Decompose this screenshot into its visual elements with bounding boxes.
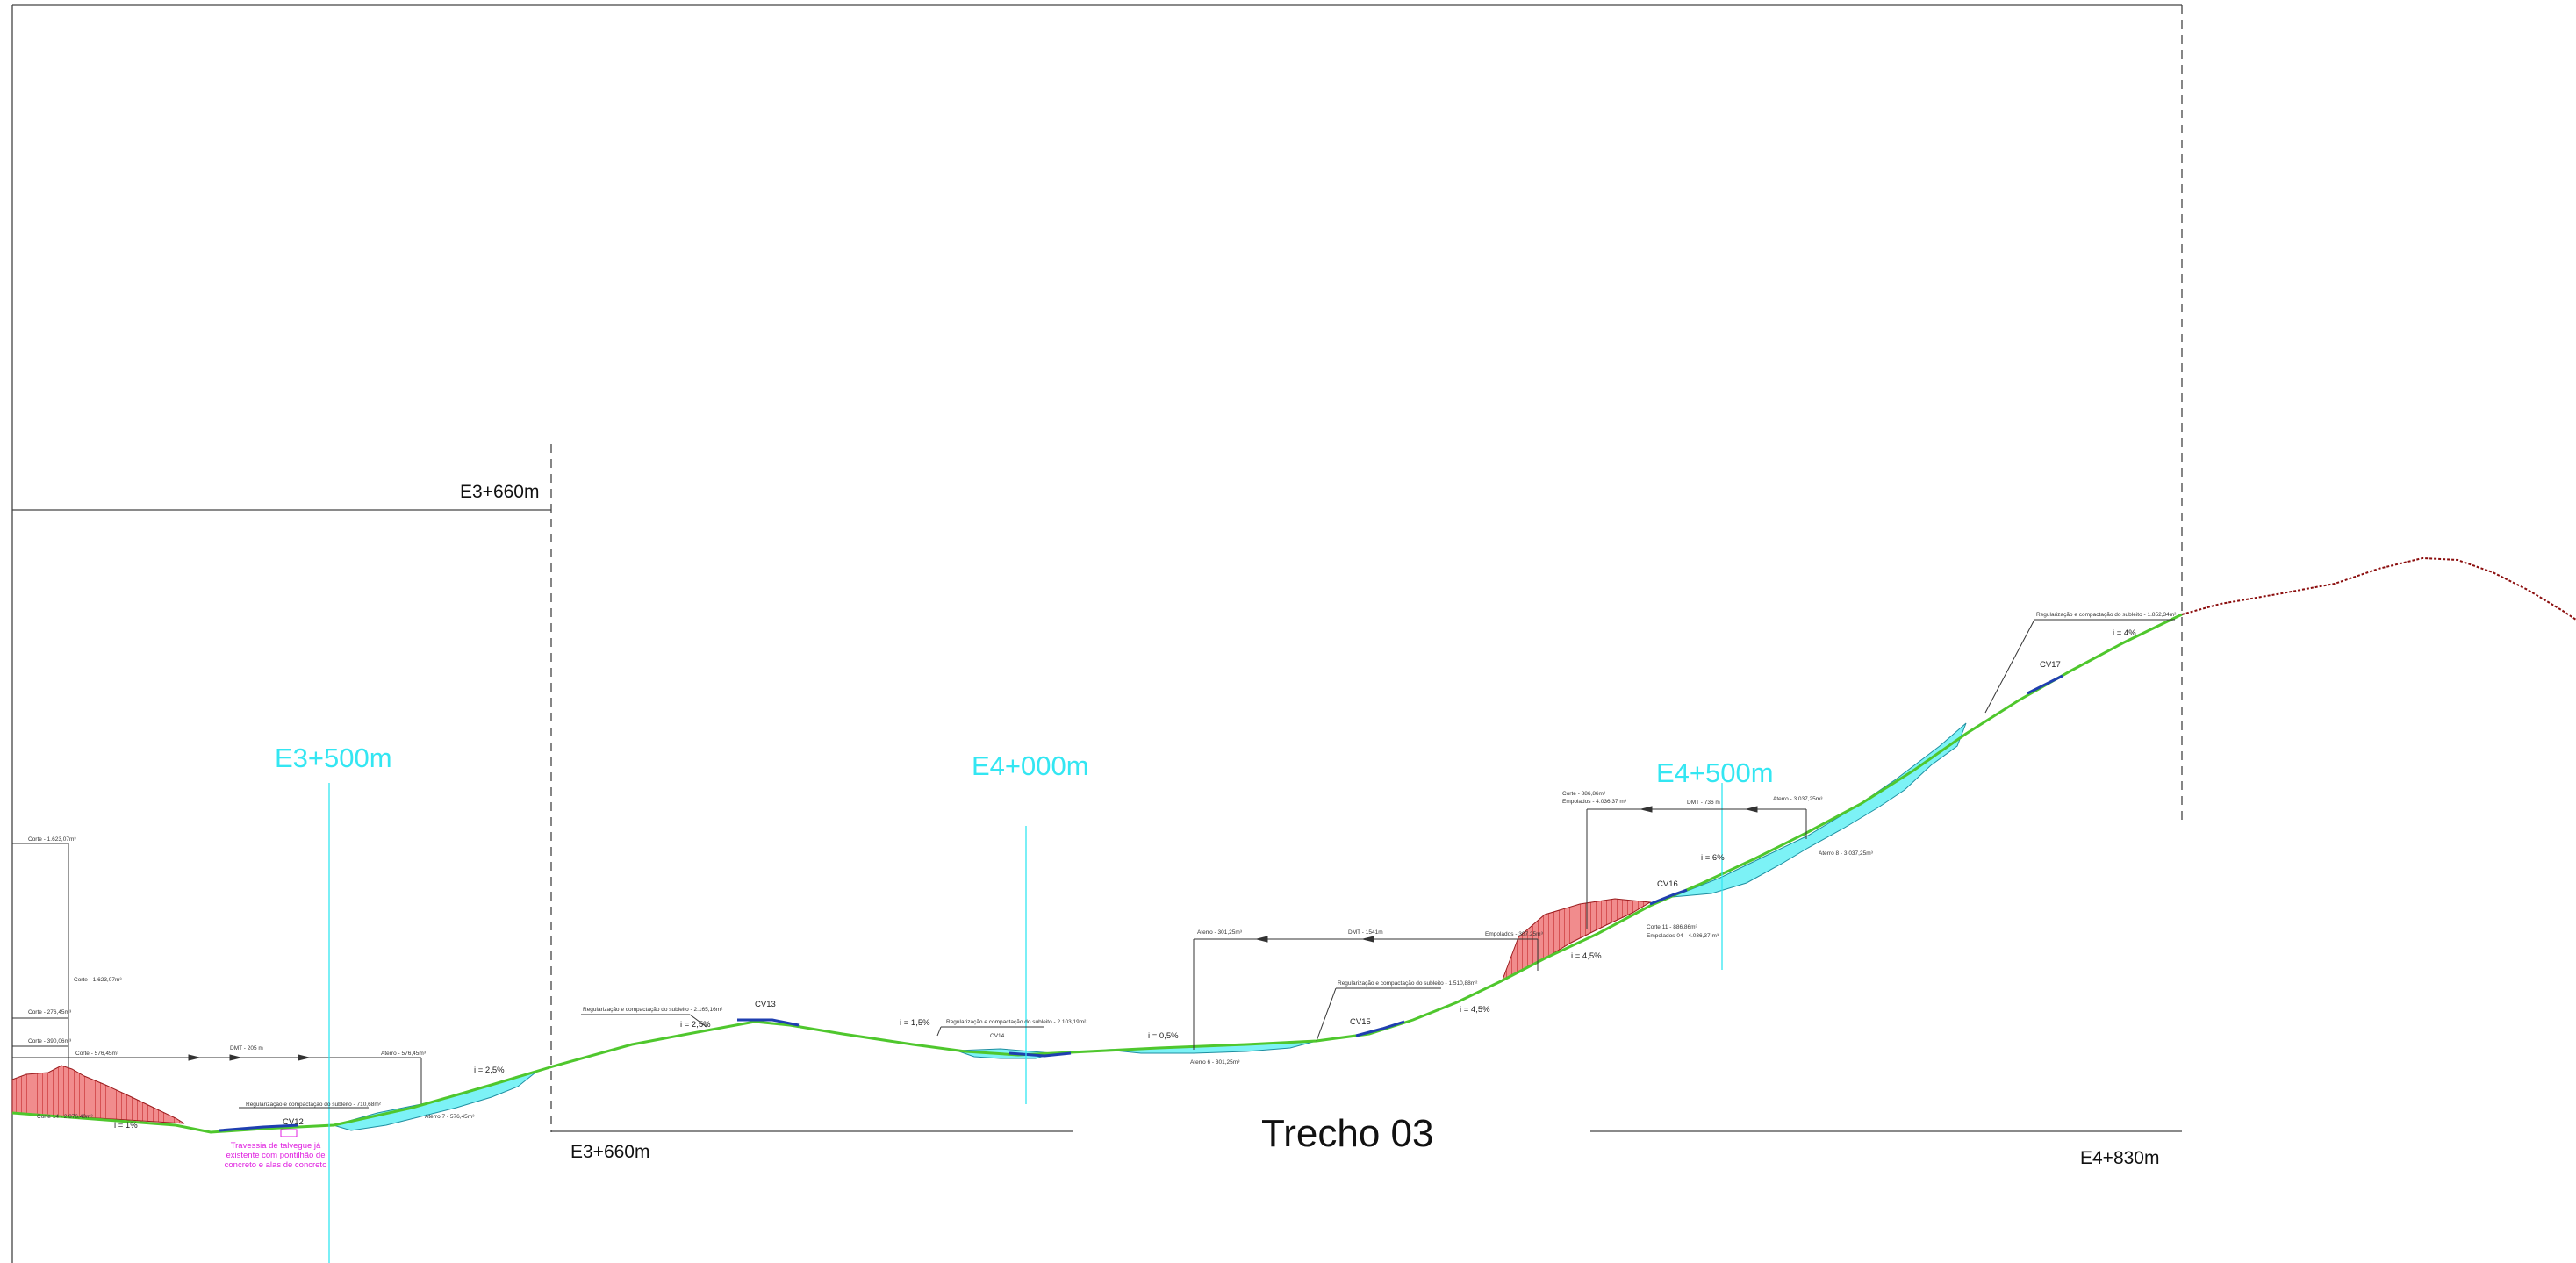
annotation: Corte - 1.623,07m³	[74, 977, 122, 983]
callout-leaders	[239, 619, 2175, 1109]
fill-area-4	[1671, 722, 1967, 898]
slope-label: i = 1,5%	[900, 1018, 930, 1028]
station-label-e4-000: E4+000m	[972, 750, 1089, 781]
volume-annotations: Corte - 1.623,07m³ Corte - 1.623,07m³ Co…	[28, 612, 2177, 1120]
annotation: Empolados - 4.036,37 m³	[1562, 799, 1627, 805]
annotation: Aterro 6 - 301,25m³	[1190, 1059, 1240, 1066]
slope-label: i = 4,5%	[1571, 951, 1602, 961]
annotation: Corte - 1.623,07m³	[28, 836, 76, 843]
slope-label: i = 1%	[114, 1121, 138, 1130]
culvert-label: CV12	[283, 1117, 304, 1127]
station-label-e3-500: E3+500m	[275, 743, 392, 773]
station-label-e4-500: E4+500m	[1656, 757, 1774, 788]
annotation: DMT - 736 m	[1687, 800, 1720, 806]
culvert-label: CV15	[1350, 1017, 1371, 1027]
annotation: Empolados - 307,25m³	[1485, 931, 1544, 937]
annotation: Regularização e compactação do subleito …	[946, 1019, 1087, 1025]
annotation: DMT - 205 m	[230, 1045, 263, 1051]
annotation: Corte - 576,45m³	[75, 1051, 119, 1057]
annotation: Corte - 276,45m³	[28, 1009, 72, 1015]
culvert-label: CV14	[990, 1033, 1005, 1039]
culvert-label: CV16	[1657, 879, 1678, 889]
slope-label: i = 4,5%	[1460, 1005, 1490, 1015]
annotation: Aterro 8 - 3.037,25m³	[1819, 850, 1874, 857]
annotation: Regularização e compactação do subleito …	[583, 1007, 723, 1013]
culvert-label: CV13	[755, 1000, 776, 1009]
annotation: Aterro - 3.037,25m³	[1773, 796, 1823, 802]
slope-label: i = 6%	[1701, 853, 1725, 863]
annotation: Aterro - 576,45m³	[381, 1051, 427, 1057]
chainage-lower-end: E4+830m	[2080, 1148, 2159, 1168]
annotation: Corte - 886,86m³	[1562, 791, 1606, 797]
note-line: Travessia de talvegue já	[231, 1141, 321, 1151]
annotation: DMT - 1541m	[1348, 929, 1383, 936]
culvert-label: CV17	[2040, 660, 2061, 670]
cut-area-2	[1502, 898, 1652, 980]
volume-bracket	[12, 843, 422, 1108]
annotation: Corte 14 - 2.876,40m³	[37, 1114, 93, 1120]
slope-label: i = 4%	[2113, 628, 2136, 638]
annotation: Empolados 04 - 4.036,37 m³	[1647, 933, 1719, 939]
slope-label: i = 2,5%	[680, 1020, 711, 1030]
slope-label: i = 0,5%	[1148, 1031, 1179, 1041]
annotation: Aterro 7 - 576,45m³	[425, 1114, 475, 1120]
annotation: Corte 11 - 886,86m³	[1647, 924, 1698, 930]
annotation: Corte - 390,06m³	[28, 1038, 72, 1044]
cut-area-1	[11, 1065, 185, 1124]
annotation: Regularização e compactação do subleito …	[1338, 980, 1478, 987]
station-lines	[328, 783, 1723, 1263]
section-title: Trecho 03	[1261, 1112, 1433, 1155]
note-line: concreto e alas de concreto	[225, 1160, 327, 1170]
drawing-frame	[11, 4, 2183, 1263]
crossing-note: Travessia de talvegue já existente com p…	[225, 1129, 327, 1170]
culvert-marker	[280, 1129, 298, 1137]
chainage-upper: E3+660m	[460, 482, 539, 502]
design-profile	[11, 613, 2183, 1134]
annotation: Regularização e compactação do subleito …	[2036, 612, 2177, 618]
annotation: Regularização e compactação do subleito …	[246, 1102, 382, 1108]
existing-terrain	[2181, 556, 2576, 621]
slope-label: i = 2,5%	[474, 1066, 505, 1075]
note-line: existente com pontilhão de	[226, 1151, 325, 1160]
annotation: Aterro - 301,25m³	[1197, 929, 1243, 936]
chainage-lower-start: E3+660m	[570, 1142, 649, 1162]
